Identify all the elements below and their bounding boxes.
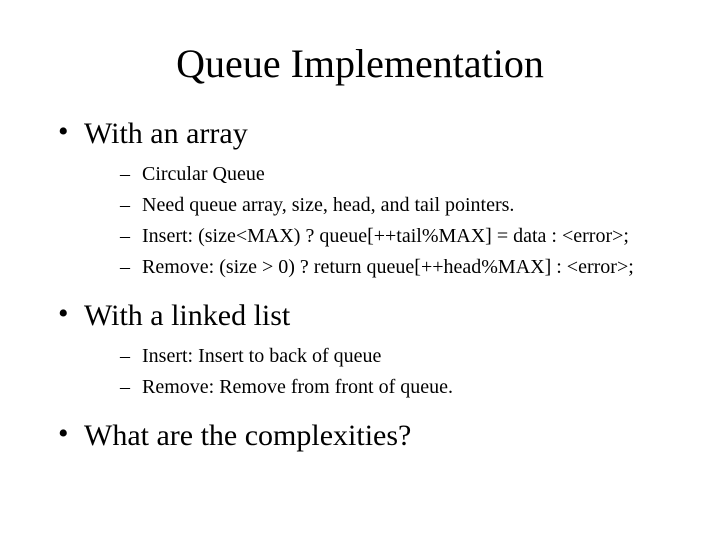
sub-bullet-text: Insert: (size<MAX) ? queue[++tail%MAX] =… xyxy=(142,225,629,247)
sub-bullet: Remove: Remove from front of queue. xyxy=(120,374,670,401)
bullet-list-level1: With an array Circular Queue Need queue … xyxy=(50,117,670,453)
sub-bullet-text: Circular Queue xyxy=(142,163,265,185)
sub-bullet: Circular Queue xyxy=(120,161,670,188)
sub-bullet: Insert: Insert to back of queue xyxy=(120,343,670,370)
sub-bullet-text: Insert: Insert to back of queue xyxy=(142,345,381,367)
sub-bullet-text: Remove: Remove from front of queue. xyxy=(142,376,453,398)
bullet-list-level2: Circular Queue Need queue array, size, h… xyxy=(84,161,670,281)
sub-bullet: Insert: (size<MAX) ? queue[++tail%MAX] =… xyxy=(120,223,670,250)
sub-bullet-text: Need queue array, size, head, and tail p… xyxy=(142,194,514,216)
sub-bullet: Remove: (size > 0) ? return queue[++head… xyxy=(120,254,670,281)
bullet-text: What are the complexities? xyxy=(84,419,411,452)
sub-bullet-text: Remove: (size > 0) ? return queue[++head… xyxy=(142,256,634,278)
bullet-with-array: With an array Circular Queue Need queue … xyxy=(50,117,670,281)
slide: Queue Implementation With an array Circu… xyxy=(0,0,720,540)
slide-title: Queue Implementation xyxy=(50,40,670,87)
bullet-text: With an array xyxy=(84,117,248,150)
bullet-list-level2: Insert: Insert to back of queue Remove: … xyxy=(84,343,670,401)
bullet-complexities: What are the complexities? xyxy=(50,419,670,453)
bullet-text: With a linked list xyxy=(84,299,290,332)
sub-bullet: Need queue array, size, head, and tail p… xyxy=(120,192,670,219)
bullet-with-linked-list: With a linked list Insert: Insert to bac… xyxy=(50,299,670,401)
